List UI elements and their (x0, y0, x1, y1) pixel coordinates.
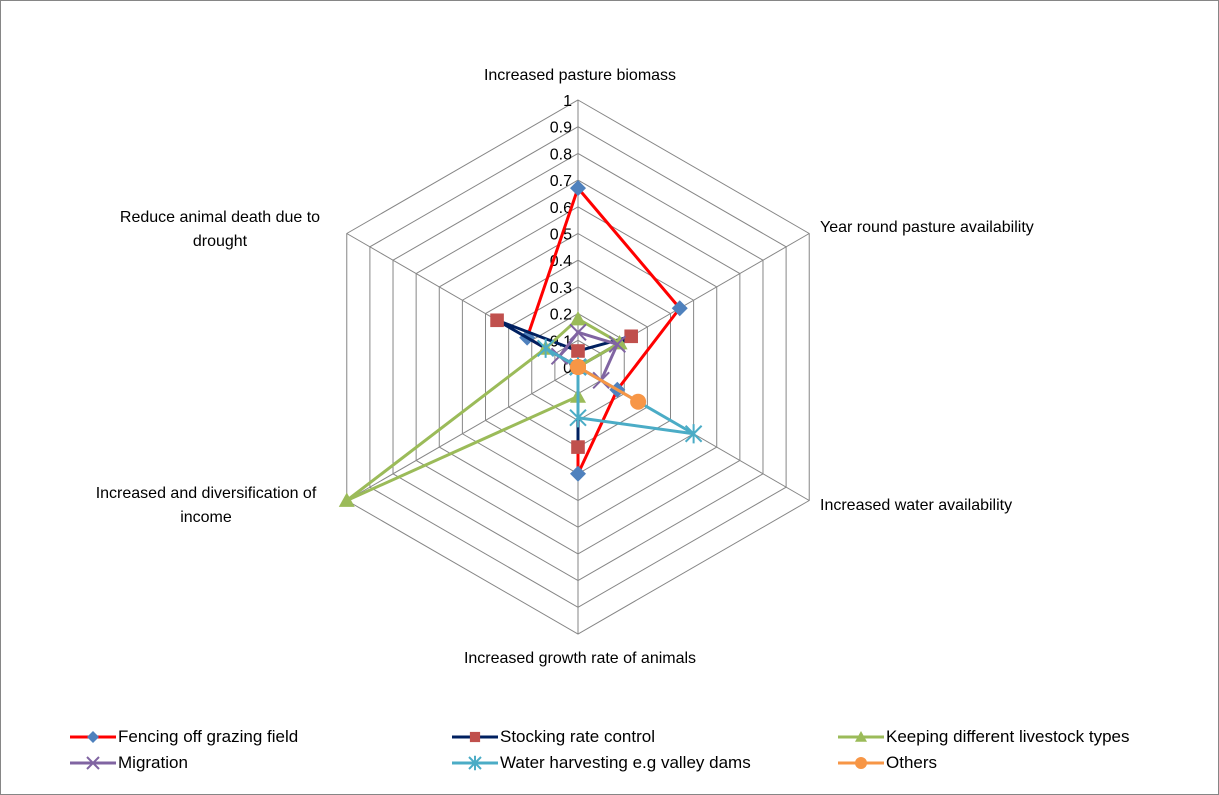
tick-label: 0.3 (550, 280, 572, 297)
axis-label: Increased growth rate of animals (464, 650, 696, 667)
legend-label: Keeping different livestock types (886, 727, 1130, 746)
diamond-marker (570, 180, 586, 197)
x-marker (86, 756, 100, 770)
legend-swatch (838, 731, 884, 742)
triangle-marker (570, 310, 586, 326)
diamond-marker (671, 300, 688, 317)
triangle-marker (855, 731, 867, 742)
tick-label: 0.9 (550, 120, 572, 137)
legend-label: Water harvesting e.g valley dams (500, 753, 751, 772)
series-2 (338, 310, 628, 507)
legend-label: Migration (118, 753, 188, 772)
tick-label: 0 (563, 360, 572, 377)
axis-label: Reduce animal death due to (120, 209, 320, 226)
legend-item: Fencing off grazing field (70, 726, 298, 748)
legend-item: Migration (70, 752, 188, 774)
axis-label: Increased water availability (820, 497, 1012, 514)
legend-label: Fencing off grazing field (118, 727, 299, 746)
legend-label: Stocking rate control (500, 727, 655, 746)
tick-label: 0.8 (550, 146, 572, 163)
series-line (544, 346, 696, 436)
square-marker (624, 329, 638, 344)
tick-label: 0.2 (550, 307, 572, 324)
x-marker (569, 323, 587, 341)
x-marker (608, 335, 627, 354)
diamond-marker (570, 465, 586, 482)
axis-label: Increased and diversification of (96, 485, 317, 502)
legend-item: Keeping different livestock types (838, 726, 1130, 748)
grid-spoke (346, 366, 579, 501)
star-marker (536, 338, 555, 358)
circle-marker (855, 757, 867, 769)
triangle-marker (338, 492, 355, 507)
tick-label: 0.7 (550, 173, 572, 190)
square-marker (571, 344, 585, 358)
series-0 (519, 180, 688, 482)
star-marker (468, 755, 482, 771)
square-marker (469, 731, 481, 743)
legend-item: Others (838, 752, 937, 774)
axis-label: Increased pasture biomass (484, 67, 676, 84)
series-5 (570, 359, 647, 410)
square-marker (571, 440, 585, 454)
legend-swatch (70, 756, 116, 770)
circle-marker (630, 393, 647, 410)
legend-swatch (70, 731, 116, 743)
star-marker (684, 424, 703, 444)
tick-label: 0.6 (550, 200, 572, 217)
diamond-marker (87, 731, 99, 743)
star-marker (569, 408, 587, 428)
axis-label: drought (193, 233, 248, 250)
axis-label: income (180, 509, 232, 526)
legend-swatch (452, 755, 498, 771)
legend-item: Water harvesting e.g valley dams (452, 752, 751, 774)
circle-marker (570, 359, 586, 375)
legend-swatch (452, 731, 498, 743)
square-marker (490, 313, 504, 328)
legend-swatch (838, 757, 884, 769)
tick-label: 1 (563, 93, 572, 110)
legend-item: Stocking rate control (452, 726, 655, 748)
legend-label: Others (886, 753, 938, 772)
axis-label: Year round pasture availability (820, 219, 1034, 236)
